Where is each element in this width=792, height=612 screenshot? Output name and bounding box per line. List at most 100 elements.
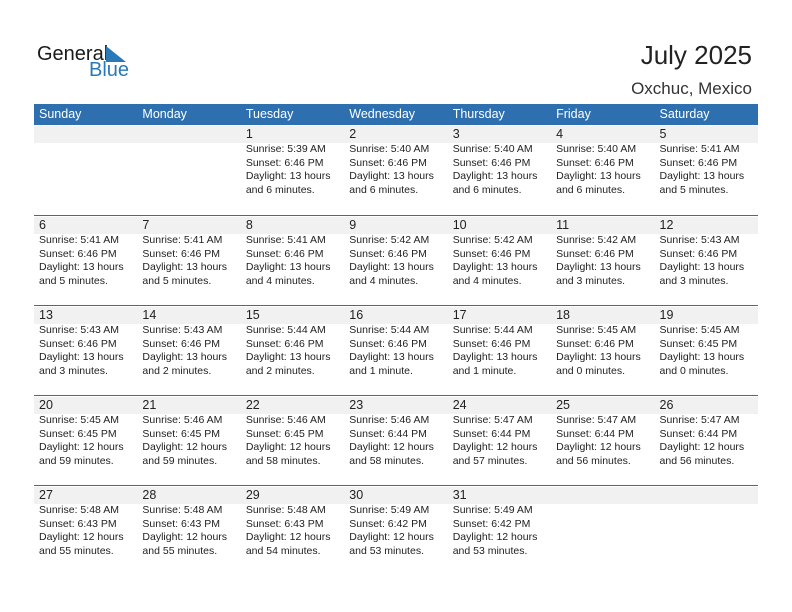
sunset-text: Sunset: 6:46 PM [142,247,221,260]
week-row: 20 Sunrise: 5:45 AM Sunset: 6:45 PM Dayligh… [34,395,758,485]
day-cell: 15 Sunrise: 5:44 AM Sunset: 6:46 PM Dayligh… [241,306,344,395]
daylight-minutes-text: and 3 minutes. [39,364,108,377]
day-number: 28 [142,488,157,502]
day-cell: 2 Sunrise: 5:40 AM Sunset: 6:46 PM Daylight… [344,125,447,215]
logo-text-blue: Blue [89,59,130,81]
sunrise-text: Sunrise: 5:40 AM [556,143,637,155]
daylight-minutes-text: and 0 minutes. [556,364,625,377]
sunset-text: Sunset: 6:46 PM [245,247,324,260]
sunset-text: Sunset: 6:44 PM [659,427,738,440]
daylight-minutes-text: and 54 minutes. [245,544,321,557]
sunrise-text: Sunrise: 5:49 AM [452,504,533,516]
day-number: 4 [556,127,564,141]
daylight-text: Daylight: 13 hours [245,170,331,182]
sunset-text: Sunset: 6:42 PM [452,517,531,530]
daylight-text: Daylight: 13 hours [659,170,745,182]
day-cell: 14 Sunrise: 5:43 AM Sunset: 6:46 PM Dayligh… [137,306,240,395]
daylight-text: Daylight: 13 hours [245,261,331,273]
weekday-header-wednesday: Wednesday [349,107,416,121]
daylight-minutes-text: and 55 minutes. [39,544,114,557]
daylight-minutes-text: and 1 minute. [452,364,517,377]
day-number: 29 [245,488,260,502]
sunset-text: Sunset: 6:42 PM [349,517,427,530]
daylight-minutes-text: and 1 minute. [349,364,413,377]
day-cell: 19 Sunrise: 5:45 AM Sunset: 6:45 PM Dayligh… [655,306,758,395]
daylight-minutes-text: and 56 minutes. [556,454,631,467]
sunrise-text: Sunrise: 5:39 AM [245,143,326,155]
day-number: 27 [39,488,53,502]
daylight-text: Daylight: 12 hours [659,441,745,453]
sunrise-text: Sunrise: 5:48 AM [245,504,326,516]
sunset-text: Sunset: 6:44 PM [556,427,634,440]
sunset-text: Sunset: 6:46 PM [349,156,427,169]
sunrise-text: Sunrise: 5:49 AM [349,504,430,516]
day-cell [551,486,654,575]
daylight-text: Daylight: 13 hours [39,261,124,273]
daylight-minutes-text: and 53 minutes. [452,544,528,557]
sunset-text: Sunset: 6:46 PM [245,156,324,169]
daylight-minutes-text: and 6 minutes. [556,183,625,196]
week-row: 1 Sunrise: 5:39 AM Sunset: 6:46 PM Daylight… [34,125,758,215]
day-number: 14 [142,308,157,322]
daylight-text: Daylight: 12 hours [452,531,538,543]
daylight-minutes-text: and 6 minutes. [452,183,522,196]
day-cell: 17 Sunrise: 5:44 AM Sunset: 6:46 PM Dayligh… [448,306,551,395]
day-cell: 5 Sunrise: 5:41 AM Sunset: 6:46 PM Daylight… [655,125,758,215]
day-cell: 26 Sunrise: 5:47 AM Sunset: 6:44 PM Dayligh… [655,396,758,485]
sunrise-text: Sunrise: 5:46 AM [245,414,326,426]
week-row: 6 Sunrise: 5:41 AM Sunset: 6:46 PM Daylight… [34,215,758,305]
day-number: 26 [659,398,674,412]
day-cell: 30 Sunrise: 5:49 AM Sunset: 6:42 PM Dayligh… [344,486,447,575]
daylight-text: Daylight: 12 hours [245,441,331,453]
sunrise-text: Sunrise: 5:40 AM [349,143,430,155]
sunset-text: Sunset: 6:46 PM [142,337,221,350]
daylight-text: Daylight: 12 hours [142,441,228,453]
day-cell: 13 Sunrise: 5:43 AM Sunset: 6:46 PM Dayligh… [34,306,137,395]
weekday-header-friday: Friday [556,107,591,121]
daylight-text: Daylight: 13 hours [452,351,538,363]
day-number: 31 [452,488,467,502]
day-number: 2 [349,127,357,141]
calendar-grid: Sunday Monday Tuesday Wednesday Thursday Frid… [34,104,758,575]
daylight-minutes-text: and 2 minutes. [245,364,315,377]
weekday-header-saturday: Saturday [659,107,710,121]
day-cell: 25 Sunrise: 5:47 AM Sunset: 6:44 PM Dayligh… [551,396,654,485]
daylight-text: Daylight: 13 hours [452,261,538,273]
daylight-text: Daylight: 13 hours [556,170,641,182]
day-number-band [34,397,758,414]
sunrise-text: Sunrise: 5:43 AM [39,324,119,336]
daylight-minutes-text: and 58 minutes. [349,454,424,467]
sunset-text: Sunset: 6:45 PM [142,427,221,440]
sunset-text: Sunset: 6:46 PM [349,337,427,350]
sunrise-text: Sunrise: 5:42 AM [556,234,637,246]
daylight-minutes-text: and 3 minutes. [556,274,625,287]
day-cell: 1 Sunrise: 5:39 AM Sunset: 6:46 PM Daylight… [241,125,344,215]
daylight-text: Daylight: 12 hours [556,441,641,453]
day-number: 13 [39,308,53,322]
week-row: 27 Sunrise: 5:48 AM Sunset: 6:43 PM Dayligh… [34,485,758,575]
day-cell: 20 Sunrise: 5:45 AM Sunset: 6:45 PM Dayligh… [34,396,137,485]
sunset-text: Sunset: 6:43 PM [245,517,324,530]
daylight-minutes-text: and 2 minutes. [142,364,212,377]
day-number: 24 [452,398,467,412]
sunrise-text: Sunrise: 5:46 AM [349,414,430,426]
daylight-text: Daylight: 13 hours [556,261,641,273]
sunset-text: Sunset: 6:46 PM [452,337,531,350]
day-number: 21 [142,398,157,412]
sunrise-text: Sunrise: 5:43 AM [659,234,740,246]
daylight-text: Daylight: 13 hours [659,261,745,273]
daylight-minutes-text: and 6 minutes. [349,183,419,196]
sunset-text: Sunset: 6:45 PM [245,427,324,440]
day-number: 19 [659,308,674,322]
day-cell: 23 Sunrise: 5:46 AM Sunset: 6:44 PM Dayligh… [344,396,447,485]
daylight-minutes-text: and 4 minutes. [452,274,522,287]
day-number: 16 [349,308,364,322]
day-cell [655,486,758,575]
logo-text-general: General [37,43,109,65]
day-number-band [34,487,758,504]
day-cell: 27 Sunrise: 5:48 AM Sunset: 6:43 PM Dayligh… [34,486,137,575]
sunrise-text: Sunrise: 5:47 AM [452,414,533,426]
sunset-text: Sunset: 6:46 PM [556,247,634,260]
daylight-text: Daylight: 12 hours [39,441,124,453]
daylight-text: Daylight: 13 hours [349,170,434,182]
